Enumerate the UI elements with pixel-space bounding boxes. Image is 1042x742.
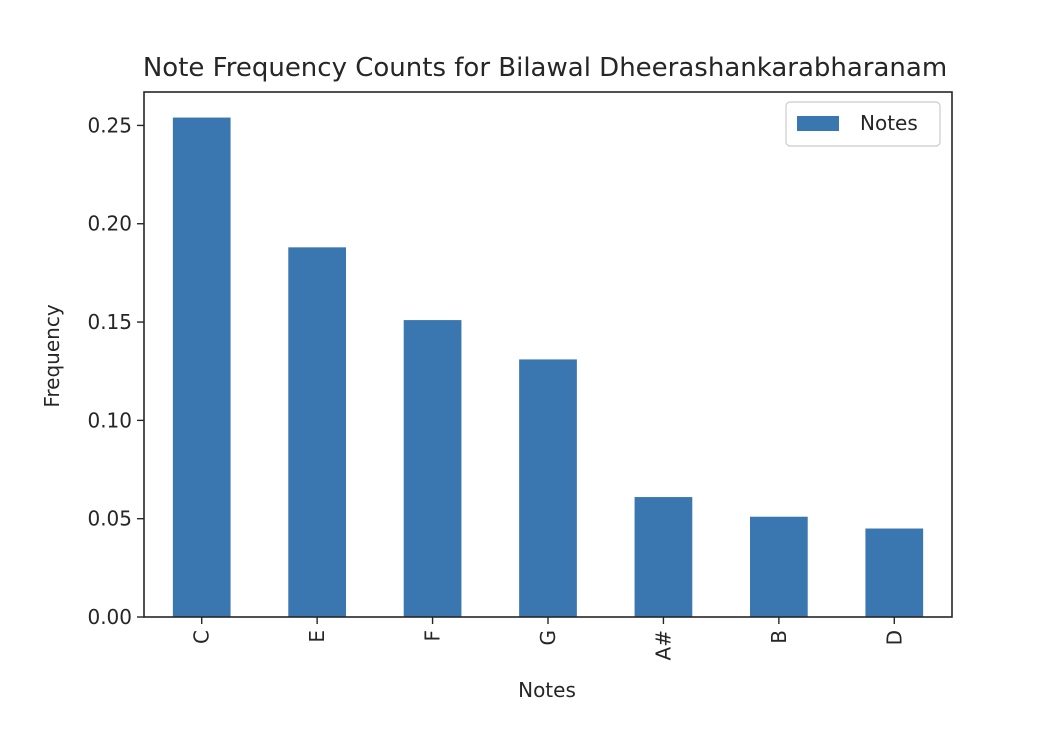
x-tick-label: B bbox=[767, 630, 791, 644]
legend: Notes bbox=[785, 101, 941, 147]
bar-c bbox=[172, 117, 231, 617]
x-tick-label: F bbox=[421, 630, 445, 642]
bar-b bbox=[750, 516, 808, 617]
legend-swatch bbox=[797, 116, 839, 131]
plot-frame bbox=[143, 91, 953, 618]
bar-d bbox=[865, 528, 924, 617]
y-axis-label: Frequency bbox=[40, 304, 64, 407]
x-tick-label: D bbox=[882, 630, 906, 645]
x-axis-label: Notes bbox=[518, 678, 576, 702]
bar-g bbox=[519, 359, 577, 617]
y-tick-label: 0.00 bbox=[87, 605, 132, 629]
y-axis-ticks: 0.00 0.05 0.10 0.15 0.20 0.25 bbox=[87, 113, 144, 629]
x-tick-label: G bbox=[536, 630, 560, 646]
x-tick-label: A# bbox=[651, 630, 675, 660]
bars-layer bbox=[172, 117, 924, 617]
y-tick-label: 0.05 bbox=[87, 507, 132, 531]
y-tick-label: 0.15 bbox=[87, 310, 132, 334]
legend-box bbox=[785, 101, 941, 147]
bar-a-sharp bbox=[634, 497, 693, 617]
y-tick-label: 0.20 bbox=[87, 212, 132, 236]
bar-e bbox=[288, 247, 346, 617]
bar-f bbox=[403, 320, 462, 617]
chart-title: Note Frequency Counts for Bilawal Dheera… bbox=[143, 53, 947, 83]
legend-label: Notes bbox=[860, 111, 918, 135]
x-axis-ticks: C E F G A# B D bbox=[190, 617, 906, 660]
y-tick-label: 0.25 bbox=[87, 113, 132, 137]
x-tick-label: E bbox=[305, 630, 329, 643]
x-tick-label: C bbox=[190, 630, 214, 644]
y-tick-label: 0.10 bbox=[87, 408, 132, 432]
